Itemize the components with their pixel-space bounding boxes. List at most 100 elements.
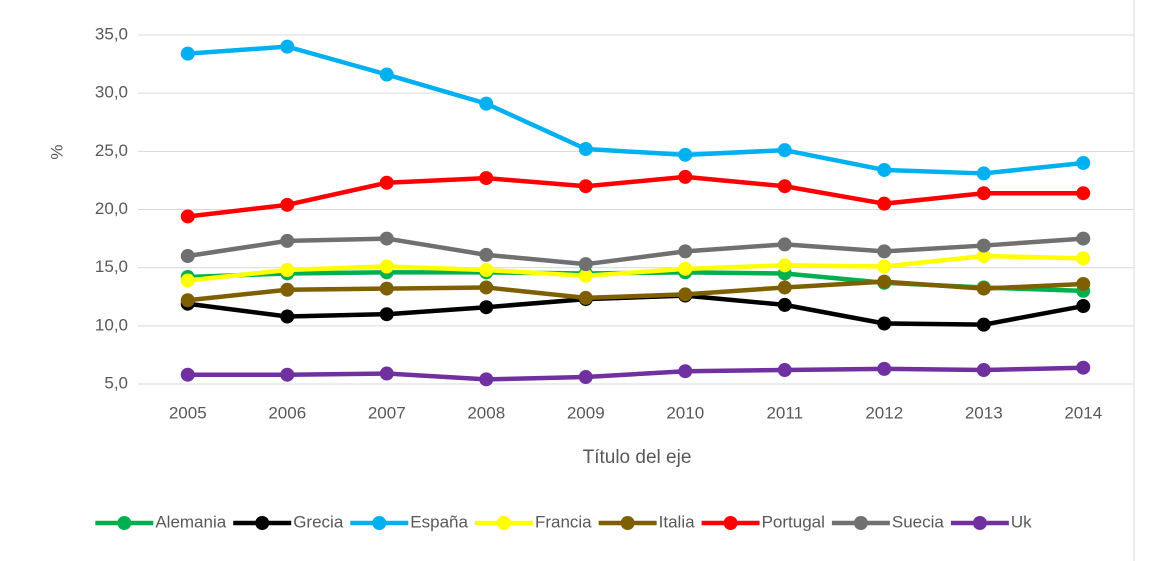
series-marker (479, 96, 494, 111)
series-marker (479, 247, 494, 262)
series-marker (1076, 155, 1091, 170)
x-tick-label: 2014 (1064, 403, 1102, 422)
series-marker (379, 259, 394, 274)
legend-label: Alemania (155, 512, 226, 531)
series-marker (1076, 251, 1091, 266)
x-tick-label: 2007 (368, 403, 406, 422)
legend-marker (972, 516, 987, 530)
series-marker (180, 46, 195, 61)
series-line (187, 365, 1084, 382)
series-marker (180, 209, 195, 224)
series-marker (678, 364, 693, 379)
series-marker (280, 233, 295, 248)
x-tick-label: 2008 (467, 403, 505, 422)
y-tick-label: 25,0 (95, 141, 128, 160)
x-tick-label: 2009 (567, 403, 605, 422)
y-tick-label: 5,0 (104, 373, 128, 392)
x-tick-label: 2013 (965, 403, 1003, 422)
series-marker (578, 257, 593, 272)
series-marker (479, 300, 494, 315)
series-marker (976, 317, 991, 332)
x-tick-label: 2006 (268, 403, 306, 422)
series-marker (180, 293, 195, 308)
series-marker (379, 175, 394, 190)
series-marker (877, 162, 892, 177)
legend-label: España (410, 512, 468, 531)
series-marker (777, 237, 792, 252)
series-marker (379, 366, 394, 381)
series-marker (678, 147, 693, 162)
legend-marker (723, 516, 738, 530)
series-marker (280, 197, 295, 212)
series-marker (976, 249, 991, 264)
series-marker (976, 281, 991, 296)
series-line (187, 293, 1084, 327)
series-marker (280, 39, 295, 54)
series-marker (180, 273, 195, 288)
series-marker (1076, 276, 1091, 291)
y-axis-title: % (47, 144, 66, 159)
series-marker (678, 287, 693, 302)
y-tick-label: 35,0 (95, 24, 128, 43)
legend-marker (620, 516, 635, 530)
series-marker (777, 143, 792, 158)
series-marker (280, 262, 295, 277)
series-marker (777, 258, 792, 273)
series-marker (379, 281, 394, 296)
legend-marker (372, 516, 387, 530)
series-marker (877, 259, 892, 274)
y-tick-label: 30,0 (95, 83, 128, 102)
series-marker (777, 297, 792, 312)
series-marker (777, 363, 792, 378)
y-tick-label: 10,0 (95, 315, 128, 334)
series-marker (479, 171, 494, 186)
series-marker (678, 244, 693, 259)
legend-label: Uk (1011, 512, 1032, 531)
series-marker (777, 280, 792, 295)
legend-marker (255, 516, 270, 530)
series-marker (777, 179, 792, 194)
series-marker (976, 166, 991, 181)
series-marker (877, 244, 892, 259)
series-line (187, 44, 1084, 176)
x-tick-label: 2010 (666, 403, 704, 422)
series-line (187, 253, 1084, 283)
series-marker (1076, 299, 1091, 314)
series-marker (180, 367, 195, 382)
series-marker (280, 309, 295, 324)
series-marker (479, 262, 494, 277)
series-marker (280, 282, 295, 297)
series-marker (877, 316, 892, 331)
x-tick-label: 2011 (766, 403, 803, 422)
series-marker (1076, 186, 1091, 201)
series-marker (877, 361, 892, 376)
series-marker (976, 363, 991, 378)
series-marker (1076, 231, 1091, 246)
series-marker (976, 186, 991, 201)
series-marker (280, 367, 295, 382)
series-marker (877, 196, 892, 211)
series-marker (578, 268, 593, 283)
series-marker (479, 280, 494, 295)
series-marker (180, 249, 195, 264)
legend-label: Portugal (762, 512, 825, 531)
legend-label: Francia (535, 512, 592, 531)
series-marker (678, 261, 693, 276)
series-marker (379, 307, 394, 322)
legend-label: Suecia (892, 512, 945, 531)
series-line (187, 236, 1084, 267)
x-tick-label: 2005 (169, 403, 207, 422)
y-tick-label: 15,0 (95, 257, 128, 276)
series-line (187, 279, 1084, 303)
legend-label: Italia (659, 512, 695, 531)
series-marker (976, 238, 991, 253)
series-marker (877, 274, 892, 289)
series-marker (578, 142, 593, 157)
series-marker (379, 67, 394, 82)
series-marker (678, 169, 693, 184)
legend-marker (496, 516, 511, 530)
series-marker (578, 370, 593, 385)
series-marker (578, 179, 593, 194)
series-marker (479, 372, 494, 387)
